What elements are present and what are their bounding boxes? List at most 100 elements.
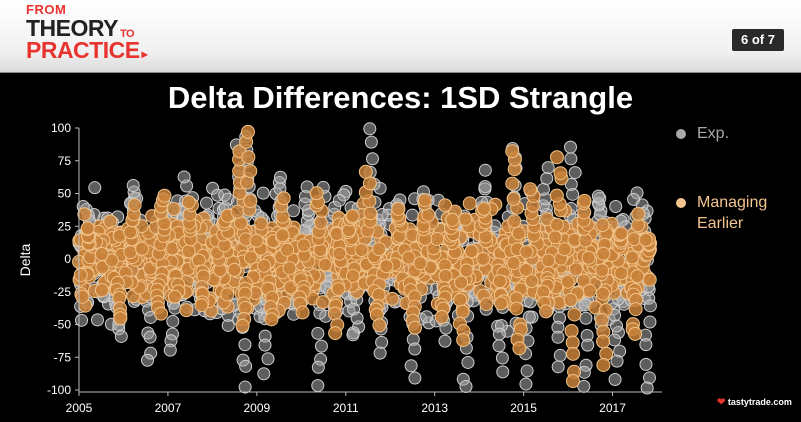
legend-exp-label: Exp. (697, 125, 730, 142)
managing-point (104, 253, 119, 268)
exp-point (609, 200, 623, 214)
managing-point (548, 230, 563, 245)
managing-point (243, 164, 258, 179)
managing-point (557, 242, 572, 257)
exp-point (610, 354, 624, 368)
exp-point (541, 161, 555, 175)
logo-to-text: TO (120, 28, 135, 40)
managing-point (363, 206, 378, 221)
managing-point (626, 232, 641, 247)
exp-point (643, 315, 657, 329)
exp-point (258, 338, 272, 352)
managing-point (638, 232, 653, 247)
managing-point (413, 256, 428, 271)
managing-point (280, 242, 295, 257)
exp-point (311, 379, 325, 393)
exp-point (314, 339, 328, 353)
managing-point (563, 293, 578, 308)
exp-point (459, 380, 473, 394)
exp-point (261, 352, 275, 366)
y-tick-label: -25 (54, 285, 72, 299)
managing-point (594, 313, 609, 328)
managing-point (328, 326, 343, 341)
legend-managing-label: Managing Earlier (697, 194, 768, 232)
managing-point (220, 287, 235, 302)
exp-point (478, 180, 492, 194)
exp-point (375, 335, 389, 349)
exp-point (639, 357, 653, 371)
managing-point (453, 292, 468, 307)
exp-point (639, 338, 653, 352)
exp-point (492, 339, 506, 353)
exp-point (581, 338, 595, 352)
managing-point (113, 311, 128, 326)
exp-point (373, 346, 387, 360)
managing-point (505, 144, 520, 159)
exp-point (540, 171, 554, 185)
exp-point (607, 333, 621, 347)
managing-point (235, 318, 250, 333)
managing-point (434, 310, 449, 325)
x-tick-label: 2009 (243, 401, 270, 415)
managing-point (372, 242, 387, 257)
exp-point (350, 311, 364, 325)
exp-point (311, 326, 325, 340)
exp-point (610, 319, 624, 333)
managing-point (507, 214, 522, 229)
managing-point (458, 212, 473, 227)
managing-point (549, 150, 564, 165)
managing-point (345, 208, 360, 223)
managing-point (275, 228, 290, 243)
exp-point (163, 343, 177, 357)
managing-point (519, 244, 534, 259)
legend-managing-marker (676, 198, 686, 208)
logo-theory-text: THEORY (26, 15, 119, 41)
managing-point (509, 301, 524, 316)
managing-point (331, 282, 346, 297)
managing-point (166, 202, 181, 217)
managing-point (494, 296, 509, 311)
managing-point (179, 303, 194, 318)
managing-point (362, 176, 377, 191)
exp-point (608, 373, 622, 387)
exp-point (200, 196, 214, 210)
exp-point (126, 179, 140, 193)
header-bar: FROM THEORY TO PRACTICE ▸ 6 of 7 (0, 0, 801, 73)
managing-point (123, 225, 138, 240)
managing-point (595, 286, 610, 301)
managing-point (318, 257, 333, 272)
managing-point (227, 262, 242, 277)
y-tick-label: -50 (54, 318, 72, 332)
managing-point (455, 304, 470, 319)
managing-point (549, 217, 564, 232)
managing-point (524, 274, 539, 289)
managing-point (282, 261, 297, 276)
exp-point (365, 152, 379, 166)
exp-point (496, 365, 510, 379)
managing-point (438, 268, 453, 283)
managing-point (372, 318, 387, 333)
exp-point (643, 299, 657, 313)
managing-point (581, 250, 596, 265)
managing-point (94, 246, 109, 261)
managing-point (549, 188, 564, 203)
tastytrade-logo: ❤ tastytrade.com (717, 397, 792, 408)
y-tick-label: -100 (47, 383, 71, 397)
x-tick-label: 2017 (599, 401, 626, 415)
managing-point (596, 334, 611, 349)
chart-title: Delta Differences: 1SD Strangle (167, 80, 634, 115)
managing-point (578, 233, 593, 248)
exp-point (553, 348, 567, 362)
managing-point (123, 245, 138, 260)
exp-point (238, 338, 252, 352)
exp-point (90, 313, 104, 327)
x-tick-label: 2011 (333, 401, 359, 415)
managing-point (565, 374, 580, 389)
managing-point (243, 194, 258, 209)
managing-point (296, 238, 311, 253)
managing-point (257, 258, 272, 273)
managing-point (642, 272, 657, 287)
managing-point (249, 233, 264, 248)
managing-point (254, 216, 269, 231)
